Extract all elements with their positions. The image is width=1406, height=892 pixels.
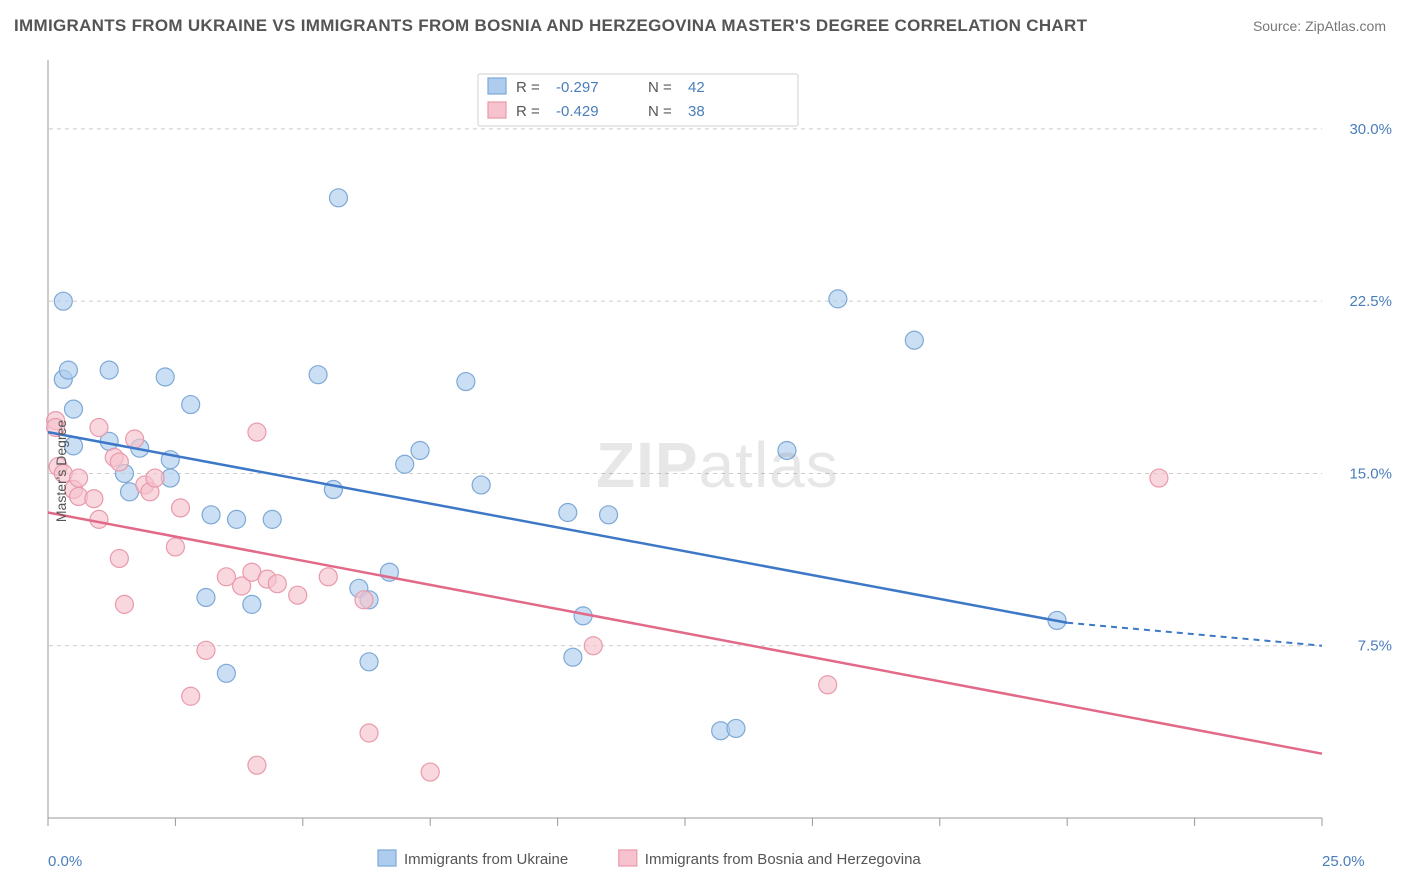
y-tick-label: 7.5% bbox=[1358, 638, 1392, 655]
data-point bbox=[182, 396, 200, 414]
chart-source: Source: ZipAtlas.com bbox=[1253, 18, 1386, 34]
data-point bbox=[90, 510, 108, 528]
data-point bbox=[472, 476, 490, 494]
data-point bbox=[243, 595, 261, 613]
legend-series-label: Immigrants from Ukraine bbox=[404, 851, 568, 868]
data-point bbox=[110, 549, 128, 567]
data-point bbox=[778, 441, 796, 459]
legend-r-value: -0.429 bbox=[556, 103, 599, 120]
source-value: ZipAtlas.com bbox=[1305, 18, 1386, 34]
legend-r-label: R = bbox=[516, 79, 540, 96]
legend-n-value: 42 bbox=[688, 79, 705, 96]
data-point bbox=[411, 441, 429, 459]
chart-area: Master's Degree ZIPatlas 0.0%25.0%7.5%15… bbox=[0, 50, 1406, 892]
legend-swatch bbox=[488, 78, 506, 94]
data-point bbox=[584, 637, 602, 655]
chart-title: IMMIGRANTS FROM UKRAINE VS IMMIGRANTS FR… bbox=[14, 16, 1087, 36]
legend-series-label: Immigrants from Bosnia and Herzegovina bbox=[645, 851, 922, 868]
data-point bbox=[64, 400, 82, 418]
data-point bbox=[217, 664, 235, 682]
data-point bbox=[905, 331, 923, 349]
data-point bbox=[564, 648, 582, 666]
data-point bbox=[289, 586, 307, 604]
data-point bbox=[329, 189, 347, 207]
data-point bbox=[115, 595, 133, 613]
legend-r-label: R = bbox=[516, 103, 540, 120]
y-tick-label: 22.5% bbox=[1349, 293, 1392, 310]
data-point bbox=[829, 290, 847, 308]
data-point bbox=[85, 490, 103, 508]
legend-swatch bbox=[619, 850, 637, 866]
data-point bbox=[228, 510, 246, 528]
data-point bbox=[54, 292, 72, 310]
data-point bbox=[309, 366, 327, 384]
data-point bbox=[268, 575, 286, 593]
legend-swatch bbox=[488, 102, 506, 118]
data-point bbox=[171, 499, 189, 517]
data-point bbox=[166, 538, 184, 556]
data-point bbox=[197, 588, 215, 606]
scatter-plot: 0.0% 25.0% 7.5% 15.0% 22.5% 30.0% R = -0.297 N =… bbox=[0, 50, 1406, 892]
data-point bbox=[263, 510, 281, 528]
data-point bbox=[360, 653, 378, 671]
data-point bbox=[248, 756, 266, 774]
legend-swatch bbox=[378, 850, 396, 866]
legend-n-label: N = bbox=[648, 79, 672, 96]
x-tick-label: 25.0% bbox=[1322, 853, 1365, 870]
data-point bbox=[360, 724, 378, 742]
data-point bbox=[182, 687, 200, 705]
y-tick-label: 15.0% bbox=[1349, 465, 1392, 482]
trend-line-ext bbox=[1067, 623, 1322, 646]
data-point bbox=[197, 641, 215, 659]
data-point bbox=[126, 430, 144, 448]
data-point bbox=[100, 361, 118, 379]
data-point bbox=[59, 361, 77, 379]
data-point bbox=[819, 676, 837, 694]
data-point bbox=[319, 568, 337, 586]
source-label: Source: bbox=[1253, 18, 1301, 34]
data-point bbox=[202, 506, 220, 524]
legend-n-label: N = bbox=[648, 103, 672, 120]
data-point bbox=[110, 453, 128, 471]
data-point bbox=[559, 504, 577, 522]
data-point bbox=[146, 469, 164, 487]
legend-n-value: 38 bbox=[688, 103, 705, 120]
data-point bbox=[396, 455, 414, 473]
data-point bbox=[1150, 469, 1168, 487]
trend-line bbox=[48, 513, 1322, 754]
data-point bbox=[70, 469, 88, 487]
data-point bbox=[600, 506, 618, 524]
data-point bbox=[421, 763, 439, 781]
x-tick-label: 0.0% bbox=[48, 853, 82, 870]
legend-r-value: -0.297 bbox=[556, 79, 599, 96]
data-point bbox=[156, 368, 174, 386]
y-axis-label: Master's Degree bbox=[53, 420, 69, 522]
data-point bbox=[457, 373, 475, 391]
data-point bbox=[355, 591, 373, 609]
data-point bbox=[248, 423, 266, 441]
data-point bbox=[90, 419, 108, 437]
y-tick-label: 30.0% bbox=[1349, 121, 1392, 138]
data-point bbox=[727, 719, 745, 737]
